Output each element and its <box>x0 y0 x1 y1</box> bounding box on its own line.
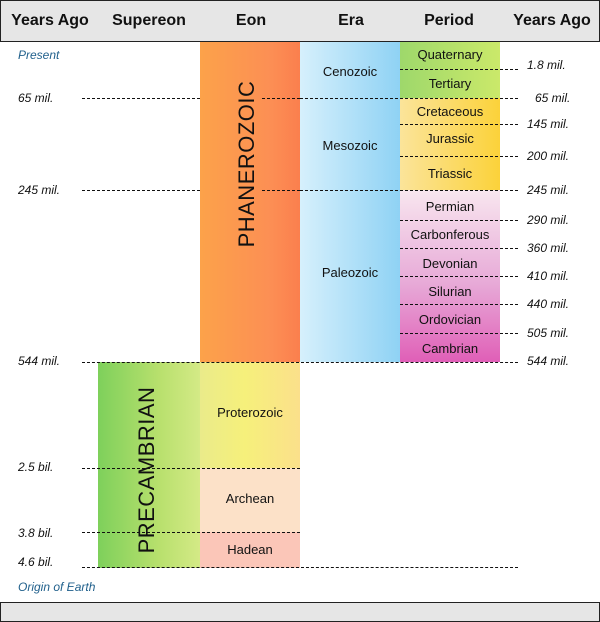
right-time-505mil: 505 mil. <box>527 326 570 340</box>
left-time-245mil: 245 mil. <box>18 183 61 197</box>
eon-hadean: Hadean <box>227 542 273 557</box>
dash-1-8 <box>400 69 518 70</box>
period-silurian: Silurian <box>428 284 472 299</box>
dash-440 <box>400 304 518 305</box>
band-era-column <box>300 42 400 362</box>
band-proterozoic <box>200 362 300 468</box>
header-era: Era <box>338 12 364 29</box>
period-permian: Permian <box>425 199 475 214</box>
dash-245-right <box>300 190 518 191</box>
period-triassic: Triassic <box>427 166 473 181</box>
dash-65-right <box>300 98 518 99</box>
eon-proterozoic: Proterozoic <box>217 405 283 420</box>
dash-4-6 <box>82 567 518 568</box>
right-time-410mil: 410 mil. <box>527 269 570 283</box>
period-quaternary: Quaternary <box>417 47 483 62</box>
right-time-200mil: 200 mil. <box>527 149 570 163</box>
header-years-ago-left: Years Ago <box>11 12 89 29</box>
period-carbonferous: Carbonferous <box>410 227 490 242</box>
header-supereon: Supereon <box>112 12 186 29</box>
eon-phanerozoic: PHANEROZOIC <box>234 80 259 248</box>
band-hadean <box>200 532 300 568</box>
footer-bar <box>0 602 600 622</box>
band-mesozoic-periods <box>400 98 500 190</box>
period-tertiary: Tertiary <box>428 76 472 91</box>
supereon-precambrian: PRECAMBRIAN <box>134 386 159 554</box>
band-cenozoic-periods <box>400 42 500 98</box>
period-jurassic: Jurassic <box>426 131 474 146</box>
band-archean <box>200 468 300 532</box>
dash-3-8 <box>82 532 300 533</box>
header-eon: Eon <box>235 12 267 29</box>
left-time-544mil: 544 mil. <box>18 354 61 368</box>
left-time-2-5bil: 2.5 bil. <box>18 460 54 474</box>
right-time-65mil: 65 mil. <box>535 91 571 105</box>
band-precambrian <box>98 362 200 568</box>
marker-present: Present <box>18 48 60 62</box>
dash-505 <box>400 333 518 334</box>
dash-544 <box>82 362 518 363</box>
dash-65-eon <box>262 98 300 99</box>
dash-245-eon <box>262 190 300 191</box>
dash-200 <box>400 156 518 157</box>
dash-2-5 <box>82 468 300 469</box>
dash-360 <box>400 248 518 249</box>
dash-145 <box>400 124 518 125</box>
era-paleozoic: Paleozoic <box>321 265 379 280</box>
left-time-65mil: 65 mil. <box>18 91 54 105</box>
dash-410 <box>400 276 518 277</box>
right-time-290mil: 290 mil. <box>527 213 570 227</box>
right-time-245mil: 245 mil. <box>527 183 570 197</box>
right-time-1-8mil: 1.8 mil. <box>527 58 566 72</box>
left-time-4-6bil: 4.6 bil. <box>18 555 54 569</box>
dash-65-left <box>82 98 200 99</box>
period-cretaceous: Cretaceous <box>416 104 484 119</box>
header-period: Period <box>424 12 474 29</box>
era-mesozoic: Mesozoic <box>322 138 378 153</box>
left-time-3-8bil: 3.8 bil. <box>18 526 54 540</box>
header-bar: Years Ago Supereon Eon Era Period Years … <box>0 0 600 42</box>
era-cenozoic: Cenozoic <box>322 64 378 79</box>
dash-245-left <box>82 190 200 191</box>
dash-290 <box>400 220 518 221</box>
right-time-544mil: 544 mil. <box>527 354 570 368</box>
right-time-360mil: 360 mil. <box>527 241 570 255</box>
marker-origin-of-earth: Origin of Earth <box>18 580 96 594</box>
header-years-ago-right: Years Ago <box>513 12 591 29</box>
band-phanerozoic <box>200 42 300 362</box>
right-time-145mil: 145 mil. <box>527 117 570 131</box>
period-ordovician: Ordovician <box>418 312 482 327</box>
period-cambrian: Cambrian <box>421 341 479 356</box>
eon-archean: Archean <box>225 491 275 506</box>
right-time-440mil: 440 mil. <box>527 297 570 311</box>
period-devonian: Devonian <box>422 256 478 271</box>
